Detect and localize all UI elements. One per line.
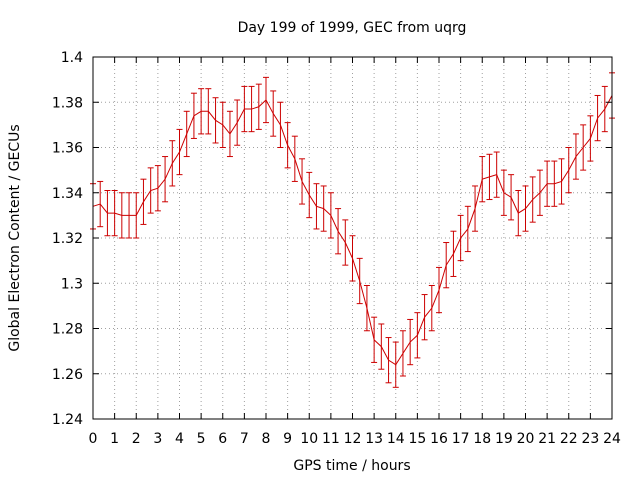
data-point: [508, 175, 514, 220]
data-point: [184, 111, 190, 156]
data-point: [299, 159, 305, 204]
data-point: [155, 166, 161, 211]
x-tick-label: 5: [197, 431, 206, 447]
x-tick-label: 12: [344, 431, 362, 447]
data-point: [407, 319, 413, 364]
y-tick-label: 1.3: [61, 276, 83, 292]
data-point: [530, 177, 536, 222]
data-point: [393, 342, 399, 387]
chart-title: Day 199 of 1999, GEC from uqrg: [238, 20, 467, 36]
x-tick-label: 16: [430, 431, 448, 447]
data-point: [213, 98, 219, 143]
data-point: [306, 172, 312, 217]
x-tick-label: 0: [89, 431, 98, 447]
y-tick-label: 1.36: [52, 141, 83, 157]
data-point: [479, 157, 485, 202]
x-tick-label: 22: [560, 431, 578, 447]
y-tick-label: 1.28: [52, 322, 83, 338]
x-tick-label: 3: [153, 431, 162, 447]
data-point: [357, 258, 363, 303]
data-point: [148, 168, 154, 213]
data-point: [328, 193, 334, 238]
y-tick-label: 1.38: [52, 95, 83, 111]
data-point: [234, 100, 240, 145]
x-tick-label: 23: [581, 431, 599, 447]
data-point: [371, 317, 377, 362]
data-point: [177, 129, 183, 174]
data-point: [573, 134, 579, 179]
data-point: [559, 159, 565, 204]
data-point: [429, 286, 435, 331]
data-point: [494, 152, 500, 197]
y-tick-label: 1.24: [52, 412, 83, 428]
x-tick-label: 9: [283, 431, 292, 447]
x-tick-label: 18: [473, 431, 491, 447]
data-point: [162, 157, 168, 202]
data-point: [587, 116, 593, 161]
data-point: [515, 190, 521, 235]
data-point: [486, 154, 492, 199]
data-point: [220, 102, 226, 147]
x-tick-label: 15: [408, 431, 426, 447]
data-point: [140, 179, 146, 224]
x-tick-label: 21: [538, 431, 556, 447]
x-tick-labels: 0 1 2 3 4 5 6 7 8 9 10 11 12 13 14 15 16 17 18 19 20 21 22 23 24: [89, 431, 621, 447]
data-point: [97, 181, 103, 226]
data-point: [436, 267, 442, 312]
x-tick-label: 7: [240, 431, 249, 447]
data-point: [566, 148, 572, 193]
series-line: [93, 95, 612, 364]
gec-chart: 0 1 2 3 4 5 6 7 8 9 10 11 12 13 14 15 16 17 18 19 20 21 22 23 24…: [0, 0, 640, 480]
x-tick-label: 10: [300, 431, 318, 447]
data-point: [443, 243, 449, 288]
data-point: [414, 313, 420, 358]
data-point: [386, 338, 392, 383]
x-axis-label: GPS time / hours: [293, 458, 410, 474]
data-point: [263, 77, 269, 122]
x-tick-label: 6: [218, 431, 227, 447]
data-point: [227, 111, 233, 156]
data-point: [191, 93, 197, 138]
data-point: [350, 236, 356, 281]
x-tick-label: 2: [132, 431, 141, 447]
data-point: [313, 184, 319, 229]
x-tick-label: 24: [603, 431, 621, 447]
x-tick-label: 17: [452, 431, 470, 447]
x-tick-label: 11: [322, 431, 340, 447]
data-point: [458, 215, 464, 260]
y-tick-label: 1.32: [52, 231, 83, 247]
data-point: [523, 186, 529, 231]
data-point: [400, 331, 406, 376]
y-tick-label: 1.4: [61, 50, 83, 66]
x-tick-label: 1: [110, 431, 119, 447]
series-gec: [90, 73, 615, 387]
data-point: [364, 286, 370, 331]
data-point: [342, 220, 348, 265]
y-tick-label: 1.34: [52, 186, 83, 202]
data-point: [285, 123, 291, 168]
y-axis-label: Global Electron Content / GECUs: [7, 124, 23, 351]
x-tick-label: 8: [262, 431, 271, 447]
x-tick-label: 20: [517, 431, 535, 447]
data-point: [465, 206, 471, 251]
data-point: [378, 324, 384, 369]
x-tick-label: 14: [387, 431, 405, 447]
data-point: [256, 84, 262, 129]
data-point: [602, 86, 608, 131]
data-point: [335, 209, 341, 254]
data-point: [292, 136, 298, 181]
data-point: [422, 295, 428, 340]
y-tick-labels: 1.24 1.26 1.28 1.3 1.32 1.34 1.36 1.38 1.4: [52, 50, 83, 428]
data-point: [595, 95, 601, 140]
data-point: [277, 102, 283, 147]
y-tick-label: 1.26: [52, 367, 83, 383]
x-tick-label: 19: [495, 431, 513, 447]
data-point: [169, 141, 175, 186]
x-tick-label: 4: [175, 431, 184, 447]
data-point: [270, 91, 276, 136]
data-point: [450, 231, 456, 276]
x-tick-label: 13: [365, 431, 383, 447]
